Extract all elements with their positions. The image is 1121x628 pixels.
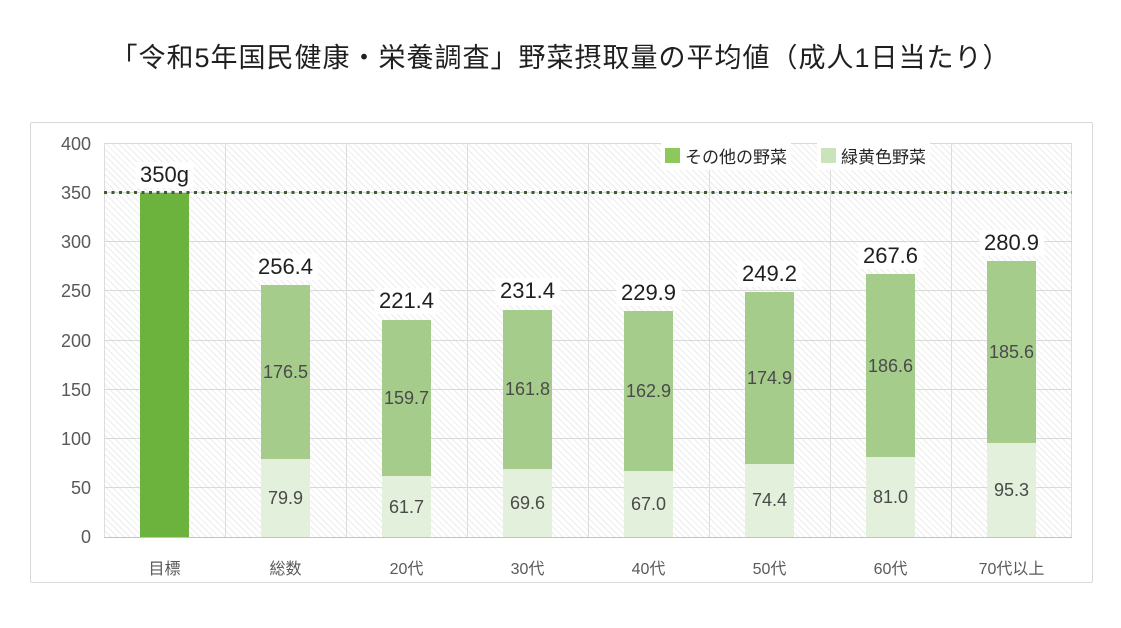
bar-segment-other-vegetables xyxy=(261,285,310,459)
segment-value-label: 69.6 xyxy=(509,492,546,513)
segment-value-label: 67.0 xyxy=(630,494,667,515)
plot-area: 350g 79.9 176.5 256.4 61.7 159.7 221.4 69.6 161.… xyxy=(104,143,1072,537)
x-axis-label: 目標 xyxy=(148,561,181,578)
total-value-label: 231.4 xyxy=(494,278,561,305)
gridline-vertical xyxy=(467,144,468,537)
bar-segment-green-yellow-vegetables xyxy=(261,458,310,537)
segment-value-label: 186.6 xyxy=(867,355,914,376)
bar-segment-other-vegetables xyxy=(624,311,673,472)
y-axis-label: 250 xyxy=(60,281,91,302)
bar-segment-other-vegetables xyxy=(987,261,1036,444)
segment-value-label: 185.6 xyxy=(988,342,1035,363)
y-axis-label: 300 xyxy=(60,232,91,253)
segment-value-label: 61.7 xyxy=(388,496,425,517)
total-value-label: 256.4 xyxy=(252,253,319,281)
y-axis-label: 50 xyxy=(70,477,91,498)
gridline-vertical xyxy=(830,144,831,537)
legend-swatch-green-yellow-vegetables-icon xyxy=(821,148,836,163)
bar-segment-green-yellow-vegetables xyxy=(866,457,915,537)
legend-swatch-other-vegetables-icon xyxy=(665,148,680,163)
y-axis-label: 150 xyxy=(60,379,91,400)
chart-container: 350g 79.9 176.5 256.4 61.7 159.7 221.4 69.6 161.… xyxy=(30,122,1093,583)
bar-segment-green-yellow-vegetables xyxy=(382,476,431,537)
target-value-label: 350g xyxy=(135,161,194,189)
y-axis-label: 350 xyxy=(60,183,91,204)
segment-value-label: 81.0 xyxy=(872,487,909,508)
total-value-label: 280.9 xyxy=(978,229,1045,257)
x-axis-label: 20代 xyxy=(389,561,424,578)
legend-item-other-vegetables: その他の野菜 xyxy=(661,141,791,170)
bar-segment-green-yellow-vegetables xyxy=(987,443,1036,537)
total-value-label: 249.2 xyxy=(736,260,803,288)
legend-item-green-yellow-vegetables: 緑黄色野菜 xyxy=(817,141,930,170)
y-axis-label: 100 xyxy=(60,428,91,449)
segment-value-label: 161.8 xyxy=(504,379,551,400)
bar-segment-other-vegetables xyxy=(866,274,915,458)
legend-label-green-yellow-vegetables: 緑黄色野菜 xyxy=(841,148,926,167)
gridline-vertical xyxy=(951,144,952,537)
x-axis-label: 70代以上 xyxy=(978,561,1045,578)
x-axis-label: 50代 xyxy=(752,561,787,578)
gridline-vertical xyxy=(588,144,589,537)
gridline-vertical xyxy=(709,144,710,537)
segment-value-label: 95.3 xyxy=(993,480,1030,501)
y-axis-label: 0 xyxy=(80,527,91,547)
total-value-label: 229.9 xyxy=(615,279,682,307)
segment-value-label: 176.5 xyxy=(262,361,309,382)
total-value-label: 221.4 xyxy=(373,288,440,315)
x-axis-label: 30代 xyxy=(510,561,545,578)
chart-title: 「令和5年国民健康・栄養調査」野菜摂取量の平均値（成人1日当たり） xyxy=(110,43,1011,73)
bar-segment-green-yellow-vegetables xyxy=(745,463,794,537)
segment-value-label: 162.9 xyxy=(625,381,672,402)
segment-value-label: 74.4 xyxy=(751,490,788,511)
bar-segment-other-vegetables xyxy=(382,319,431,477)
legend-label-other-vegetables: その他の野菜 xyxy=(685,148,787,167)
y-axis-label: 200 xyxy=(60,330,91,351)
segment-value-label: 174.9 xyxy=(746,367,793,388)
gridline-horizontal xyxy=(104,143,1072,144)
segment-value-label: 159.7 xyxy=(383,387,430,408)
target-reference-line xyxy=(104,191,1072,195)
gridline-vertical xyxy=(346,144,347,537)
legend: その他の野菜 緑黄色野菜 xyxy=(661,141,930,170)
gridline-vertical xyxy=(225,144,226,537)
bar-segment-green-yellow-vegetables xyxy=(624,471,673,537)
bar-segment-other-vegetables xyxy=(503,309,552,469)
x-axis-line xyxy=(104,537,1072,538)
gridline-vertical xyxy=(1071,144,1072,537)
x-axis-label: 40代 xyxy=(631,561,666,578)
x-axis-label: 総数 xyxy=(269,561,302,578)
gridline-vertical xyxy=(104,144,105,537)
total-value-label: 267.6 xyxy=(857,242,924,270)
segment-value-label: 79.9 xyxy=(267,487,304,508)
bar-segment-green-yellow-vegetables xyxy=(503,468,552,537)
target-bar xyxy=(140,193,189,537)
x-axis-label: 60代 xyxy=(873,561,908,578)
y-axis-label: 400 xyxy=(60,134,91,154)
bar-segment-other-vegetables xyxy=(745,292,794,464)
